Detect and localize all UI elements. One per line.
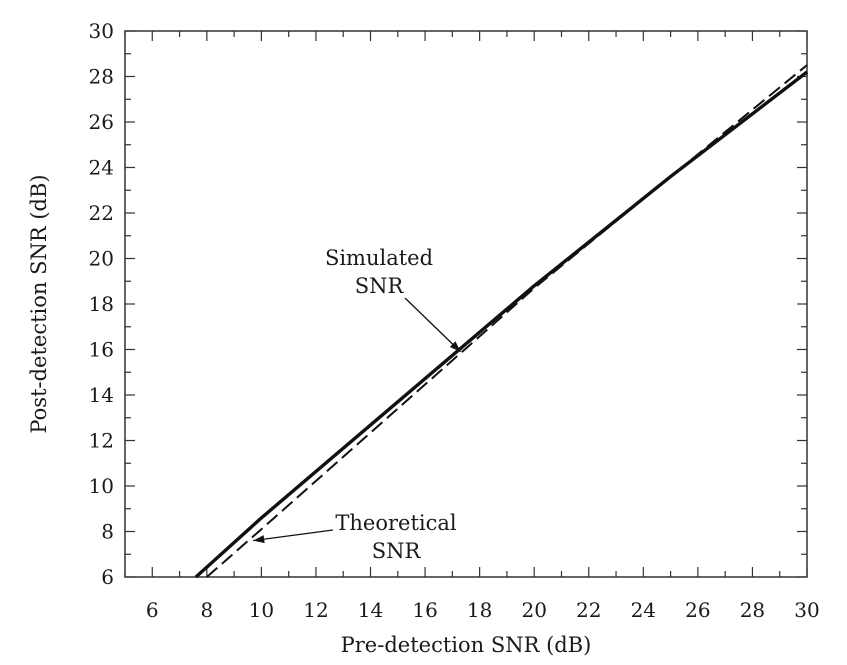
y-tick-label: 18 [89,292,114,316]
y-axis-title: Post-detection SNR (dB) [27,174,51,433]
x-axis-title: Pre-detection SNR (dB) [341,633,592,657]
y-tick-label: 22 [89,201,114,225]
x-tick-label: 24 [631,598,656,622]
annotation-arrowhead [449,341,461,352]
y-tick-label: 26 [89,110,114,134]
simulated-snr-line [194,70,809,579]
x-tick-label: 14 [358,598,383,622]
y-tick-label: 6 [101,565,114,589]
theoretical-snr-line [206,64,808,578]
annotation-label: SNR [355,274,405,298]
y-tick-label: 30 [89,19,114,43]
x-tick-label: 18 [467,598,492,622]
annotation-layer: Simulated SNR Theoretical SNR [253,246,461,563]
x-tick-label: 30 [794,598,819,622]
x-tick-label: 10 [249,598,274,622]
y-axis-ticks: 6 8 10 12 14 16 18 20 22 24 26 28 30 [89,19,807,589]
y-tick-label: 8 [101,520,114,544]
x-tick-label: 22 [576,598,601,622]
x-tick-label: 6 [146,598,159,622]
x-tick-label: 16 [412,598,437,622]
annotation-arrow-shaft [404,297,461,353]
x-tick-label: 28 [740,598,765,622]
series-layer [194,64,809,579]
x-tick-label: 8 [200,598,213,622]
annotation-label: Simulated [325,246,433,270]
y-tick-label: 16 [89,338,114,362]
annotation-label: Theoretical [335,511,457,535]
x-axis-ticks: 6 8 10 12 14 16 18 20 22 24 26 28 30 [124,31,820,622]
x-tick-label: 20 [521,598,546,622]
y-tick-label: 12 [89,429,114,453]
annotation-arrowhead [253,535,265,544]
x-tick-label: 26 [685,598,710,622]
y-tick-label: 24 [89,156,114,180]
y-tick-label: 10 [89,474,114,498]
x-tick-label: 12 [303,598,328,622]
y-tick-label: 20 [89,247,114,271]
plot-frame [124,30,808,578]
annotation-arrow-shaft [253,529,334,542]
y-tick-label: 28 [89,65,114,89]
y-tick-label: 14 [89,383,114,407]
annotation-label: SNR [372,539,422,563]
